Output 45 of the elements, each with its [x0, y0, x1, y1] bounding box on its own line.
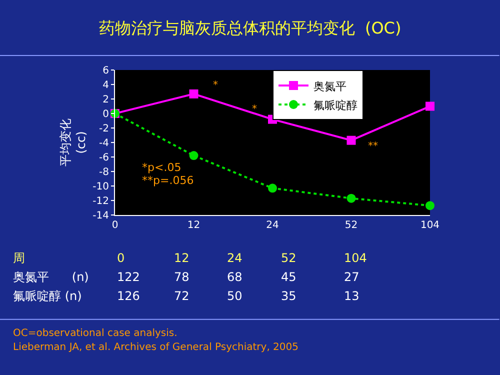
annotation: *p<.05: [142, 161, 182, 174]
x-tick-label: 24: [266, 220, 279, 231]
text: 68: [227, 270, 242, 284]
y-tick-label: -6: [99, 152, 109, 164]
annotation: **: [368, 141, 378, 152]
y-tick-label: 0: [102, 109, 109, 120]
y-tick-label: -12: [92, 196, 109, 207]
y-axis-title: 平均变化 (cc): [58, 118, 88, 166]
annotation: *: [252, 104, 257, 115]
x-tick-label: 12: [187, 220, 200, 231]
y-tick-label: -8: [99, 167, 109, 178]
category-label: 52: [281, 251, 296, 265]
text: OC=observational case analysis.: [13, 328, 178, 339]
category-label: 24: [227, 251, 242, 265]
text: 78: [174, 270, 190, 284]
y-tick-label: 2: [102, 94, 109, 106]
legend-label: 奥氮平: [314, 80, 346, 93]
text: 50: [227, 289, 242, 303]
text: 72: [174, 289, 190, 303]
category-label: 104: [344, 251, 367, 265]
category-label: 0: [117, 251, 125, 265]
y-tick-label: 4: [102, 80, 109, 91]
chart-title: 药物治疗与脑灰质总体积的平均变化 (OC): [98, 18, 402, 38]
text: 126: [117, 289, 140, 303]
x-tick-label: 52: [344, 220, 358, 231]
text: 27: [344, 270, 360, 284]
legend-label: 氟哌啶醇: [314, 98, 358, 112]
text: 奥氮平 (n): [13, 270, 89, 284]
y-tick-label: -14: [92, 210, 109, 222]
category-label: 12: [174, 251, 190, 265]
x-tick-label: 104: [420, 220, 440, 231]
y-tick-label: -2: [99, 124, 109, 134]
text: 122: [117, 270, 140, 284]
text: Lieberman JA, et al. Archives of General Psychiatry, 2005: [13, 342, 299, 353]
text: 45: [281, 270, 296, 284]
text: 13: [344, 289, 360, 303]
y-tick-label: -4: [99, 138, 109, 149]
y-tick-label: -10: [92, 182, 109, 192]
annotation: **p=.056: [142, 174, 194, 187]
text: 周: [13, 251, 25, 265]
text: 氟哌啶醇 (n): [13, 289, 82, 303]
x-tick-label: 0: [112, 220, 118, 231]
annotation: *: [213, 80, 218, 91]
y-tick-label: 6: [102, 66, 109, 76]
text: 35: [281, 289, 296, 303]
